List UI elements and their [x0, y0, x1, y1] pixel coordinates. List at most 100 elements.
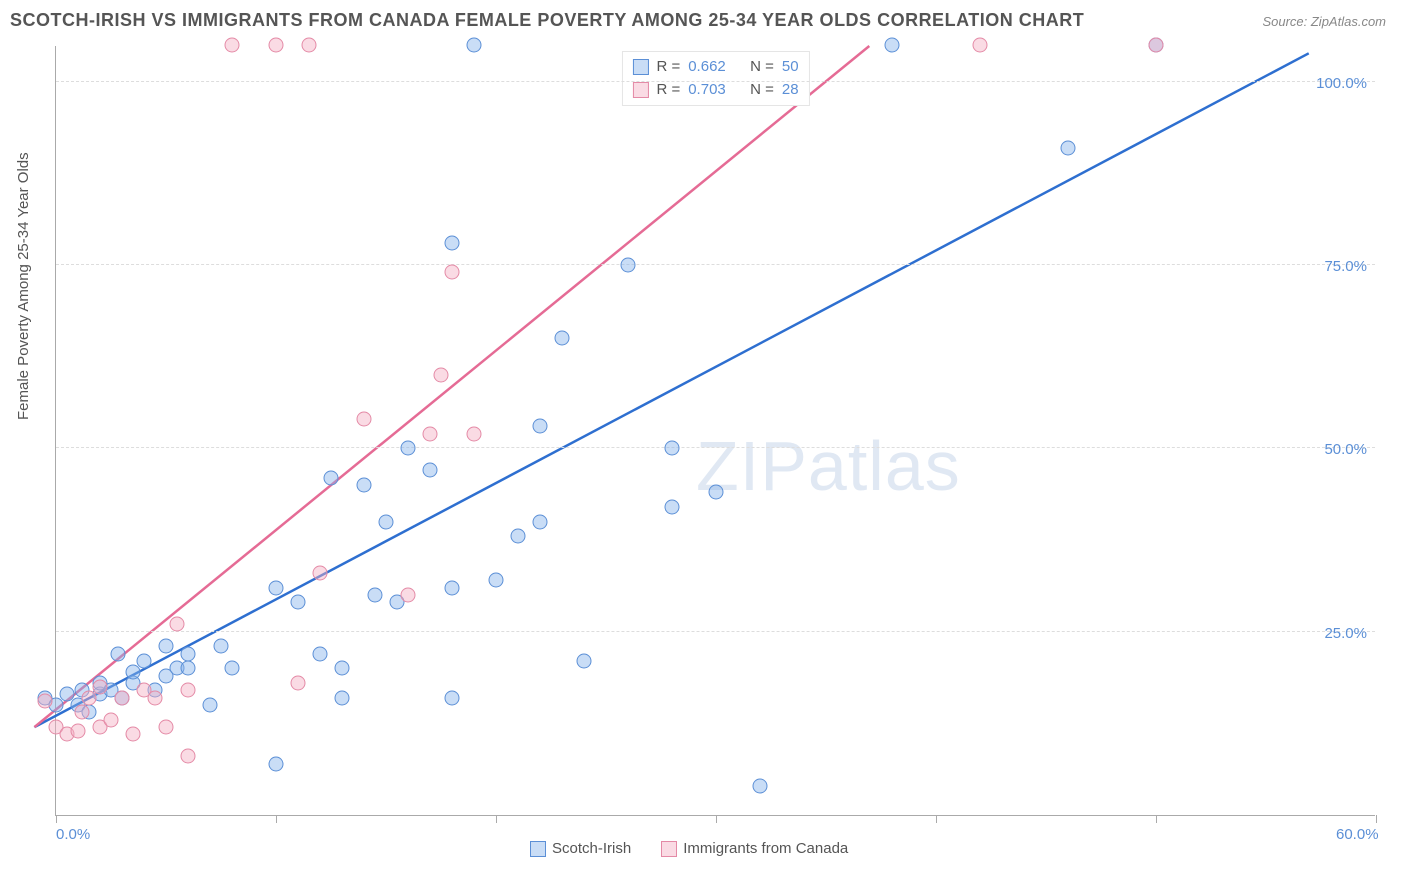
data-point — [291, 595, 306, 610]
data-point — [709, 485, 724, 500]
x-tick-label: 0.0% — [56, 826, 90, 843]
data-point — [445, 580, 460, 595]
data-point — [445, 236, 460, 251]
data-point — [973, 38, 988, 53]
data-point — [302, 38, 317, 53]
stats-legend: R = 0.662 N = 50 R = 0.703 N = 28 — [621, 51, 809, 106]
data-point — [170, 617, 185, 632]
data-point — [71, 723, 86, 738]
r-label: R = — [656, 56, 680, 79]
data-point — [115, 690, 130, 705]
x-tick-label: 60.0% — [1336, 826, 1379, 843]
data-point — [159, 720, 174, 735]
data-point — [434, 368, 449, 383]
trend-lines — [56, 46, 1375, 815]
data-point — [379, 514, 394, 529]
data-point — [335, 661, 350, 676]
data-point — [885, 38, 900, 53]
y-tick-label: 100.0% — [1316, 75, 1367, 92]
data-point — [181, 683, 196, 698]
data-point — [38, 694, 53, 709]
r-label: R = — [656, 79, 680, 102]
legend-item: Scotch-Irish — [530, 840, 631, 857]
n-value: 50 — [782, 56, 799, 79]
data-point — [577, 654, 592, 669]
data-point — [335, 690, 350, 705]
x-tick — [1376, 815, 1377, 823]
data-point — [159, 639, 174, 654]
series-legend: Scotch-Irish Immigrants from Canada — [530, 840, 848, 857]
y-tick-label: 50.0% — [1324, 441, 1367, 458]
data-point — [753, 778, 768, 793]
data-point — [110, 646, 125, 661]
data-point — [269, 756, 284, 771]
gridline-h — [56, 81, 1375, 82]
n-label: N = — [750, 79, 774, 102]
y-tick-label: 25.0% — [1324, 625, 1367, 642]
x-tick — [716, 815, 717, 823]
data-point — [1061, 140, 1076, 155]
data-point — [467, 426, 482, 441]
source-label: Source: ZipAtlas.com — [1262, 14, 1386, 29]
n-value: 28 — [782, 79, 799, 102]
data-point — [445, 265, 460, 280]
data-point — [489, 573, 504, 588]
data-point — [126, 727, 141, 742]
data-point — [225, 661, 240, 676]
data-point — [181, 646, 196, 661]
watermark: ZIPatlas — [696, 426, 961, 506]
x-tick — [1156, 815, 1157, 823]
data-point — [269, 38, 284, 53]
data-point — [93, 679, 108, 694]
legend-swatch — [632, 82, 648, 98]
chart-title: SCOTCH-IRISH VS IMMIGRANTS FROM CANADA F… — [10, 10, 1084, 31]
data-point — [137, 654, 152, 669]
data-point — [665, 500, 680, 515]
data-point — [621, 258, 636, 273]
data-point — [401, 441, 416, 456]
data-point — [225, 38, 240, 53]
x-tick — [56, 815, 57, 823]
data-point — [423, 463, 438, 478]
legend-item: Immigrants from Canada — [661, 840, 848, 857]
gridline-h — [56, 264, 1375, 265]
legend-swatch — [661, 841, 677, 857]
gridline-h — [56, 631, 1375, 632]
r-value: 0.703 — [688, 79, 726, 102]
data-point — [291, 676, 306, 691]
data-point — [203, 698, 218, 713]
r-value: 0.662 — [688, 56, 726, 79]
stats-legend-row: R = 0.703 N = 28 — [632, 79, 798, 102]
data-point — [214, 639, 229, 654]
legend-swatch — [530, 841, 546, 857]
data-point — [533, 514, 548, 529]
data-point — [1149, 38, 1164, 53]
data-point — [313, 646, 328, 661]
legend-swatch — [632, 59, 648, 75]
data-point — [104, 712, 119, 727]
data-point — [368, 588, 383, 603]
stats-legend-row: R = 0.662 N = 50 — [632, 56, 798, 79]
n-label: N = — [750, 56, 774, 79]
y-tick-label: 75.0% — [1324, 258, 1367, 275]
data-point — [467, 38, 482, 53]
x-tick — [276, 815, 277, 823]
data-point — [555, 331, 570, 346]
data-point — [401, 588, 416, 603]
data-point — [148, 690, 163, 705]
x-tick — [496, 815, 497, 823]
legend-label: Immigrants from Canada — [683, 840, 848, 857]
data-point — [357, 478, 372, 493]
data-point — [181, 749, 196, 764]
data-point — [269, 580, 284, 595]
data-point — [324, 470, 339, 485]
x-tick — [936, 815, 937, 823]
data-point — [665, 441, 680, 456]
data-point — [445, 690, 460, 705]
gridline-h — [56, 447, 1375, 448]
data-point — [357, 412, 372, 427]
y-axis-label: Female Poverty Among 25-34 Year Olds — [15, 152, 32, 420]
data-point — [533, 419, 548, 434]
data-point — [75, 705, 90, 720]
data-point — [423, 426, 438, 441]
